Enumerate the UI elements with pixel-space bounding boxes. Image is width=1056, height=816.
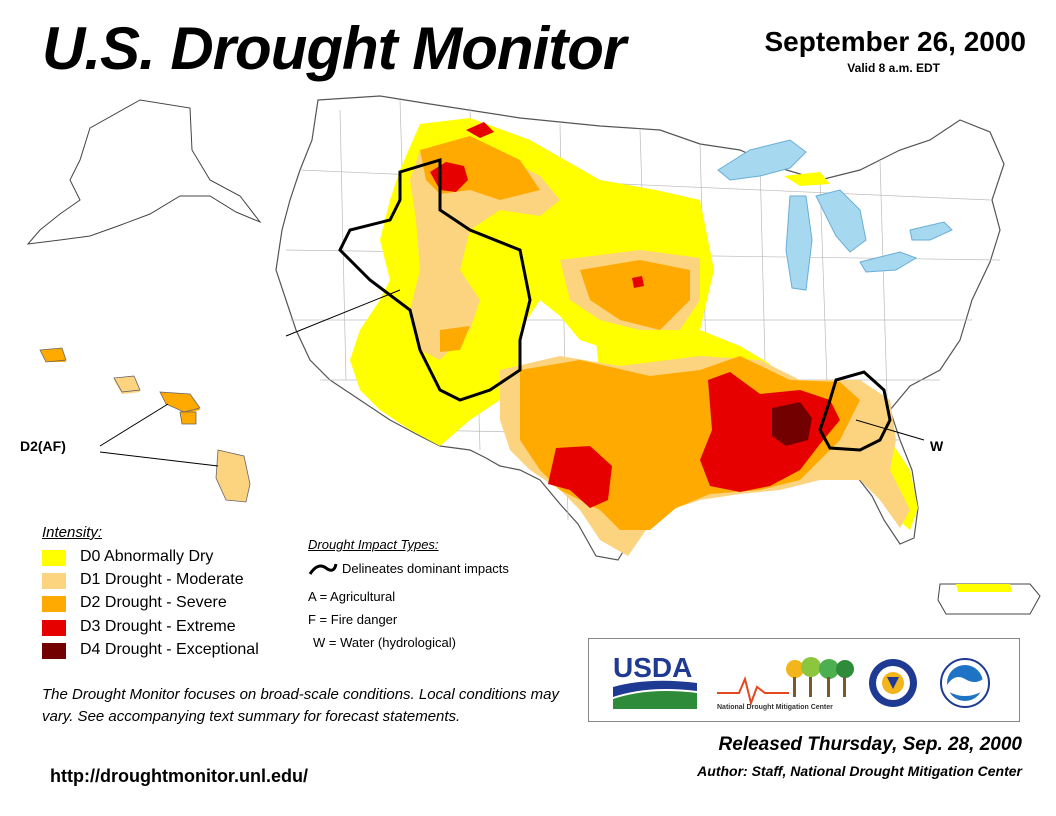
impact-type-water: W = Water (hydrological) [313,635,456,650]
impact-types-title: Drought Impact Types: [308,537,439,552]
sponsor-logos: USDA National Drought Mitigation Center [588,638,1020,722]
great-lakes [717,139,953,291]
legend-label: D1 Drought - Moderate [80,571,244,588]
hawaii-impact-label: D2(AF) [20,438,66,454]
legend-item-d3: D3 Drought - Extreme [42,618,302,638]
usda-logo: USDA [613,652,697,709]
ndmc-logo-text: National Drought Mitigation Center [717,704,833,711]
website-url[interactable]: http://droughtmonitor.unl.edu/ [50,766,308,786]
impact-line-icon [308,563,338,575]
southeast-impact-label: W [930,438,944,454]
puerto-rico-d0 [956,584,1012,592]
author-credit: Author: Staff, National Drought Mitigati… [697,763,1022,779]
map-date: September 26, 2000 [764,26,1027,57]
legend-swatch-d2 [42,596,66,612]
release-date: Released Thursday, Sep. 28, 2000 [718,734,1022,755]
legend-item-d1: D1 Drought - Moderate [42,571,302,591]
impact-type-agricultural: A = Agricultural [308,589,396,604]
hawaii-islands [39,347,251,503]
valid-time: Valid 8 a.m. EDT [847,61,940,75]
commerce-seal [869,659,917,707]
label-leaders [99,289,925,467]
legend-label: D0 Abnormally Dry [80,548,214,565]
legend-item-d2: D2 Drought - Severe [42,594,302,614]
legend-swatch-d3 [42,620,66,636]
drought-d4-area [772,402,812,446]
legend-item-d4: D4 Drought - Exceptional [42,641,302,661]
impact-type-fire: F = Fire danger [308,612,398,627]
legend-label: D4 Drought - Exceptional [80,641,259,658]
usda-logo-text: USDA [613,652,692,683]
legend-title: Intensity: [42,524,103,541]
legend-swatch-d4 [42,643,66,659]
ndmc-logo: National Drought Mitigation Center [717,657,854,711]
legend-label: D3 Drought - Extreme [80,618,236,635]
logos-graphic: USDA National Drought Mitigation Center [613,652,990,711]
legend-label: D2 Drought - Severe [80,594,227,611]
legend-item-d0: D0 Abnormally Dry [42,548,302,568]
legend-swatch-d0 [42,550,66,566]
map-title: U.S. Drought Monitor [42,15,626,82]
legend-swatch-d1 [42,573,66,589]
impact-boundaries [338,157,892,452]
alaska-outline [26,99,262,245]
disclaimer-text: The Drought Monitor focuses on broad-sca… [42,686,559,725]
drought-d3-areas [430,122,840,508]
impact-line-label: Delineates dominant impacts [342,561,509,576]
noaa-seal [940,658,990,708]
